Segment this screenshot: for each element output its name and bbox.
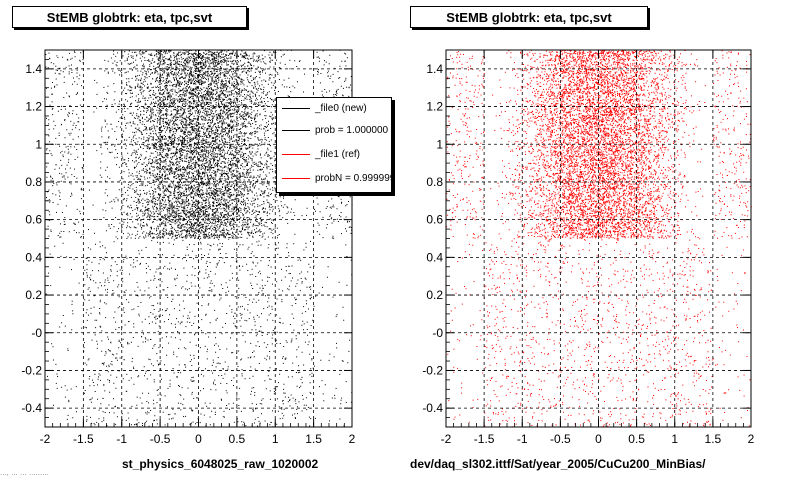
legend-entry-file1: _file1 (ref) [277, 144, 391, 166]
legend: _file0 (new) prob = 1.000000 _file1 (ref… [276, 97, 392, 193]
x-tick-label-right-3: -0.5 [550, 432, 571, 446]
y-tick-label-right-4: 0.4 [426, 250, 443, 264]
y-tick-label-left-8: 1.2 [25, 100, 42, 114]
legend-entry-prob: prob = 1.000000 [277, 120, 391, 142]
y-tick-label-left-4: 0.4 [25, 250, 42, 264]
y-tick-label-right-1: -0.2 [422, 363, 443, 377]
scatter-panel-right: -2 -1.5 -1 -0.5 0 0.5 1 1.5 2 -0.4 -0.2 -0 0.2 0.4 0.6… [422, 49, 755, 446]
legend-label-probn: probN = 0.999999 [315, 173, 392, 184]
legend-label-file1: _file1 (ref) [315, 149, 361, 160]
legend-entry-file0: _file0 (new) [277, 98, 391, 120]
legend-line-file1 [282, 154, 310, 155]
legend-line-probn [282, 178, 310, 179]
legend-line-file0 [282, 108, 310, 109]
x-tick-label-left-7: 1.5 [305, 432, 322, 446]
y-tick-label-left-9: 1.4 [25, 62, 42, 76]
x-tick-label-left-2: -1 [116, 432, 127, 446]
x-tick-label-left-8: 2 [349, 432, 356, 446]
scatter-points-right [446, 49, 752, 428]
legend-label-file0: _file0 (new) [315, 103, 367, 114]
x-tick-label-right-1: -1.5 [474, 432, 495, 446]
footer-note: ..., ... ... ......... [0, 468, 49, 477]
y-tick-label-left-2: -0 [31, 326, 42, 340]
y-tick-label-right-6: 0.8 [426, 175, 443, 189]
x-tick-label-right-2: -1 [517, 432, 528, 446]
y-tick-label-right-7: 1 [436, 137, 443, 151]
x-tick-label-left-0: -2 [40, 432, 51, 446]
y-tick-label-right-2: -0 [432, 326, 443, 340]
y-tick-label-right-9: 1.4 [426, 62, 443, 76]
x-tick-label-right-0: -2 [441, 432, 452, 446]
chart-title-left: StEMB globtrk: eta, tpc,svt [12, 6, 247, 28]
y-tick-label-left-3: 0.2 [25, 288, 42, 302]
x-tick-label-right-8: 2 [748, 432, 755, 446]
x-tick-label-left-5: 0.5 [229, 432, 246, 446]
y-tick-label-right-3: 0.2 [426, 288, 443, 302]
x-tick-label-right-5: 0.5 [628, 432, 645, 446]
y-tick-label-right-0: -0.4 [422, 401, 443, 415]
x-tick-label-right-6: 1 [671, 432, 678, 446]
legend-entry-probn: probN = 0.999999 [277, 168, 392, 190]
x-tick-label-right-4: 0 [595, 432, 602, 446]
x-tick-label-left-3: -0.5 [150, 432, 171, 446]
x-tick-label-left-1: -1.5 [73, 432, 94, 446]
chart-title-right: StEMB globtrk: eta, tpc,svt [410, 6, 648, 28]
y-tick-label-right-5: 0.6 [426, 213, 443, 227]
y-tick-label-left-1: -0.2 [21, 363, 42, 377]
legend-line-prob [282, 130, 310, 131]
y-tick-label-left-7: 1 [35, 137, 42, 151]
x-tick-label-left-4: 0 [195, 432, 202, 446]
legend-label-prob: prob = 1.000000 [315, 125, 389, 136]
y-tick-label-right-8: 1.2 [426, 100, 443, 114]
y-tick-label-left-6: 0.8 [25, 175, 42, 189]
x-axis-label-right: dev/daq_sl302.ittf/Sat/year_2005/CuCu200… [410, 457, 706, 471]
x-tick-label-right-7: 1.5 [705, 432, 722, 446]
x-axis-label-left: st_physics_6048025_raw_1020002 [122, 457, 319, 471]
x-tick-label-left-6: 1 [272, 432, 279, 446]
y-tick-label-left-0: -0.4 [21, 401, 42, 415]
y-tick-label-left-5: 0.6 [25, 213, 42, 227]
